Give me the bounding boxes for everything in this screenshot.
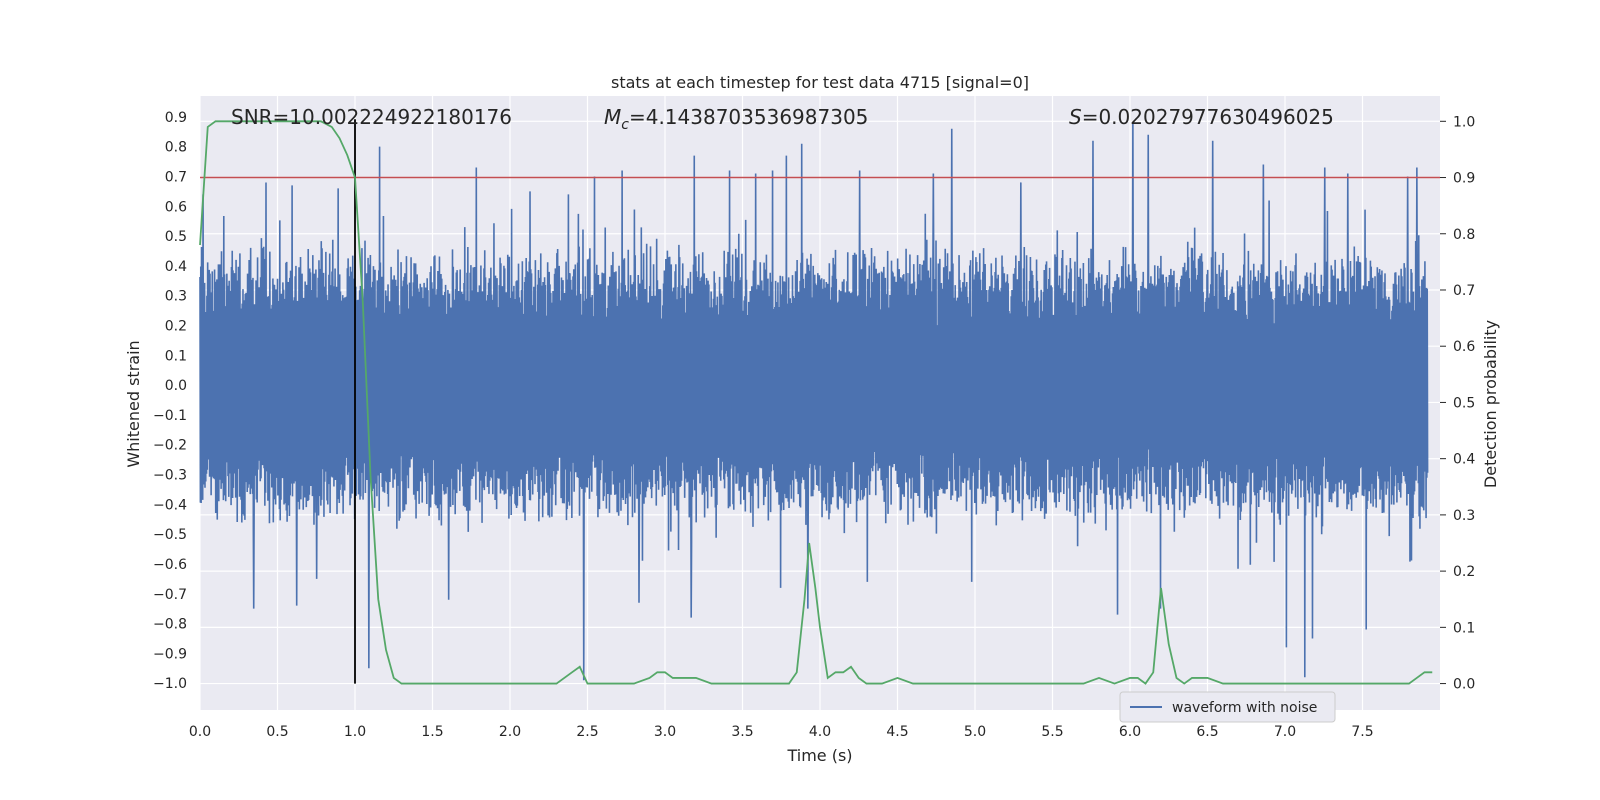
y-tick-label: −0.9	[153, 646, 187, 662]
x-tick-label: 3.5	[731, 724, 753, 740]
y-tick-label: 0.2	[165, 319, 187, 335]
waveform-series	[199, 122, 1429, 681]
x-tick-label: 7.5	[1351, 724, 1373, 740]
x-tick-label: 6.5	[1196, 724, 1218, 740]
x-tick-label: 4.5	[886, 724, 908, 740]
y-tick-label: 0.1	[165, 348, 187, 364]
y2-tick-label: 0.0	[1453, 677, 1475, 693]
y-tick-label: 0.7	[165, 169, 187, 185]
x-tick-label: 6.0	[1119, 724, 1141, 740]
y-tick-label: −0.1	[153, 408, 187, 424]
y2-axis-label: Detection probability	[1481, 320, 1500, 488]
x-tick-label: 1.5	[421, 724, 443, 740]
y-tick-label: −0.6	[153, 557, 187, 573]
chirp-mass-annotation: Mc=4.1438703536987305	[604, 105, 868, 133]
y-axis-label: Whitened strain	[124, 340, 143, 467]
y2-tick-label: 0.4	[1453, 452, 1475, 468]
y2-tick-label: 0.7	[1453, 283, 1475, 299]
legend-box	[1119, 691, 1336, 723]
chart-title: stats at each timestep for test data 471…	[611, 73, 1029, 92]
y2-tick-label: 0.6	[1453, 339, 1475, 355]
y2-tick-label: 0.5	[1453, 395, 1475, 411]
y2-tick-label: 0.1	[1453, 620, 1475, 636]
x-tick-label: 0.5	[266, 724, 288, 740]
y-tick-label: 0.9	[165, 110, 187, 126]
x-tick-labels: 0.0 0.5 1.0 1.5 2.0 2.5 3.0 3.5 4.0 4.5 5.0 5.5 6.0 6…	[189, 724, 1374, 740]
y2-tick-label: 1.0	[1453, 114, 1475, 130]
y-tick-label: −1.0	[153, 676, 187, 692]
x-tick-label: 5.5	[1041, 724, 1063, 740]
y-tick-label: −0.3	[153, 468, 187, 484]
x-tick-label: 5.0	[964, 724, 986, 740]
y2-tick-label: 0.8	[1453, 227, 1475, 243]
waveform-line	[199, 122, 1429, 681]
y-tick-label: −0.7	[153, 587, 187, 603]
y2-tick-labels: 1.0 0.9 0.8 0.7 0.6 0.5 0.4 0.3 0.2 0.1 0.0	[1440, 114, 1475, 693]
legend: waveform with noise	[1119, 691, 1336, 723]
y-tick-label: −0.4	[153, 497, 187, 513]
y-tick-label: 0.8	[165, 140, 187, 156]
y-tick-label: −0.2	[153, 438, 187, 454]
x-tick-label: 2.5	[576, 724, 598, 740]
y-tick-label: 0.4	[165, 259, 187, 275]
x-tick-label: 4.0	[809, 724, 831, 740]
y2-tick-label: 0.2	[1453, 564, 1475, 580]
y-tick-label: −0.8	[153, 617, 187, 633]
x-tick-label: 2.0	[499, 724, 521, 740]
y-tick-label: 0.6	[165, 199, 187, 215]
y2-tick-label: 0.9	[1453, 171, 1475, 187]
s-annotation: S=0.02027977630496025	[1069, 105, 1334, 129]
y-tick-label: 0.0	[165, 378, 187, 394]
y-tick-label: 0.5	[165, 229, 187, 245]
y-tick-labels: 0.9 0.8 0.7 0.6 0.5 0.4 0.3 0.2 0.1 0.0 −0.1 −0.2 −0…	[153, 110, 187, 692]
x-tick-label: 7.0	[1274, 724, 1296, 740]
x-tick-label: 1.0	[344, 724, 366, 740]
x-tick-label: 0.0	[189, 724, 211, 740]
legend-waveform-label: waveform with noise	[1172, 700, 1317, 716]
y-tick-label: 0.3	[165, 289, 187, 305]
probability-series	[199, 120, 1433, 685]
snr-annotation: SNR=10.002224922180176	[231, 105, 512, 129]
x-tick-label: 3.0	[654, 724, 676, 740]
y2-tick-label: 0.3	[1453, 508, 1475, 524]
x-axis-label: Time (s)	[786, 746, 852, 765]
probability-line	[199, 120, 1433, 685]
y-tick-label: −0.5	[153, 527, 187, 543]
